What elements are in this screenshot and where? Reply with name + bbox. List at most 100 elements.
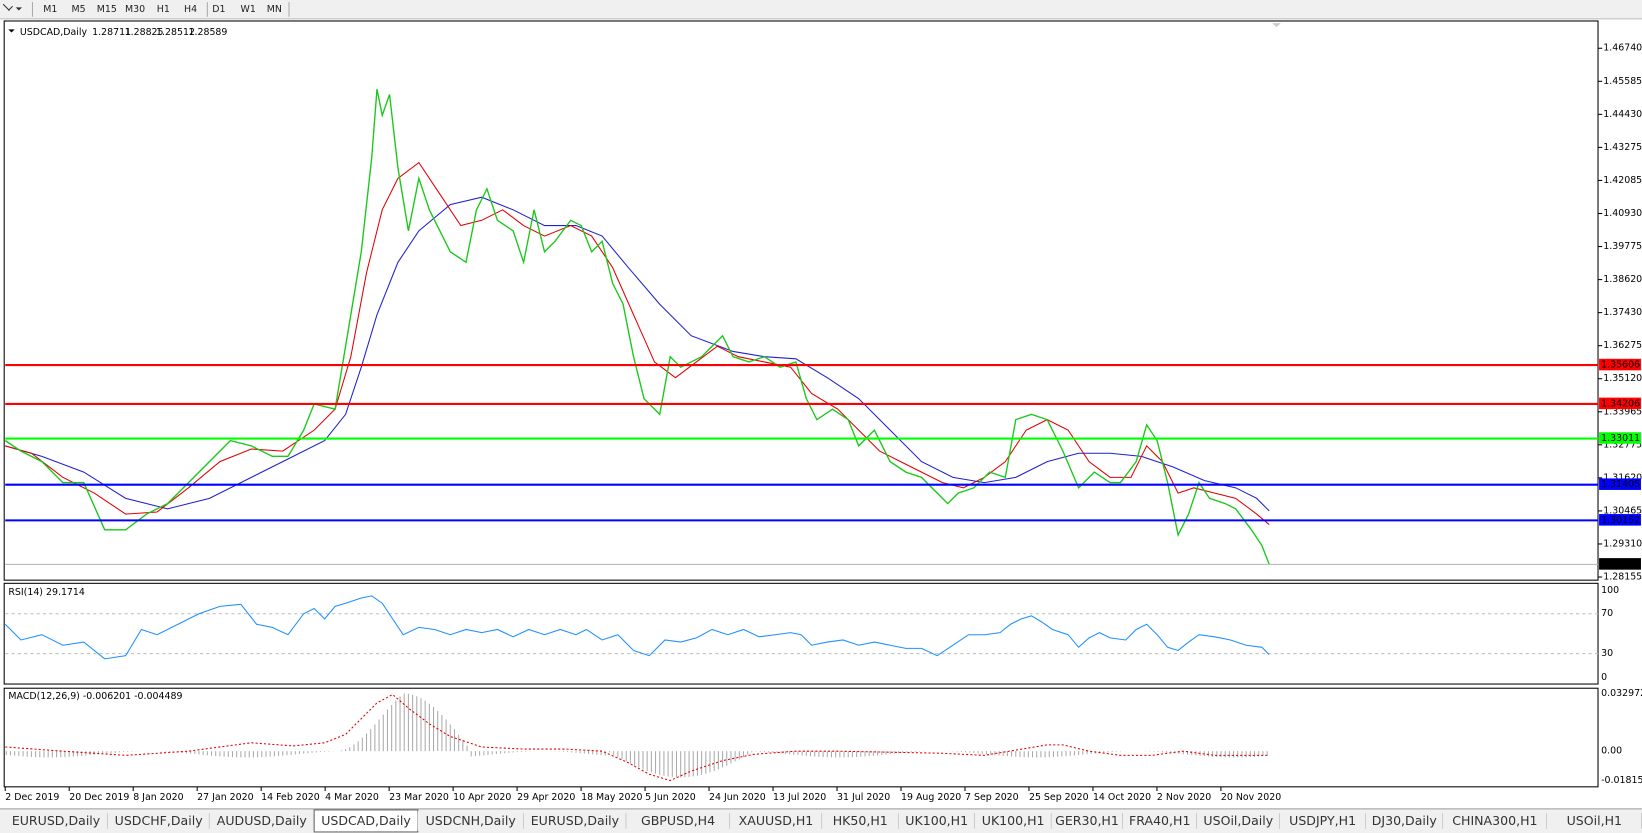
tab-label[interactable]: FRA40,H1 [1129, 813, 1190, 828]
tab-label[interactable]: EURUSD,Daily [12, 813, 101, 828]
toolbar [0, 0, 1642, 19]
ohlc-value: 1.28512 [156, 27, 195, 38]
tab[interactable] [1546, 810, 1642, 831]
rsi-axis-label: 0 [1601, 672, 1607, 683]
time-label: 25 Sep 2020 [1029, 792, 1089, 803]
price-panel [3, 20, 1599, 581]
tab[interactable] [417, 810, 524, 831]
tab-label[interactable]: UK100,H1 [982, 813, 1045, 828]
timeframe-button[interactable]: D1 [212, 4, 225, 15]
fast-ma [5, 161, 1270, 525]
time-label: 20 Dec 2019 [69, 792, 129, 803]
tab-label[interactable]: USOil,Daily [1203, 813, 1273, 828]
price-label: 1.32775 [1603, 439, 1642, 450]
time-label: 20 Nov 2020 [1221, 792, 1281, 803]
timeframe-button[interactable]: M15 [97, 4, 117, 15]
macd-axis-label: 0.032972 [1601, 688, 1642, 699]
macd-axis-label: -0.018154 [1601, 775, 1642, 786]
macd-axis-label: 0.00 [1601, 746, 1622, 757]
price-label: 1.44430 [1603, 109, 1642, 120]
tab-label[interactable]: GBPUSD,H4 [641, 813, 715, 828]
time-label: 4 Mar 2020 [325, 792, 379, 803]
tab[interactable] [898, 810, 975, 831]
macd-label: MACD(12,26,9) -0.006201 -0.004489 [8, 691, 182, 702]
timeframe-button[interactable]: W1 [241, 4, 256, 15]
time-label: 29 Apr 2020 [517, 792, 575, 803]
ohlc-value: 1.28589 [188, 27, 227, 38]
price-label: 1.46740 [1603, 43, 1642, 54]
price-label: 1.40930 [1603, 208, 1642, 219]
tab-label[interactable]: HK50,H1 [833, 813, 888, 828]
tab[interactable] [822, 810, 899, 831]
tab-label[interactable]: EURUSD,Daily [531, 813, 620, 828]
tab-label[interactable]: USDJPY,H1 [1289, 813, 1356, 828]
tab-label[interactable]: USDCHF,Daily [115, 813, 204, 828]
tab[interactable] [209, 810, 315, 831]
time-label: 2 Dec 2019 [5, 792, 59, 803]
time-label: 18 May 2020 [581, 792, 642, 803]
tab-label[interactable]: USDCNH,Daily [426, 813, 517, 828]
tab[interactable] [4, 810, 108, 831]
price-label: 1.43275 [1603, 142, 1642, 153]
time-label: 24 Jun 2020 [709, 792, 766, 803]
tab[interactable] [974, 810, 1052, 831]
tab-label[interactable]: XAUUSD,H1 [739, 813, 814, 828]
tab-label[interactable]: USDCAD,Daily [321, 813, 411, 828]
price-line [4, 89, 1270, 565]
crosshair-icon[interactable] [2, 3, 13, 11]
tab[interactable] [729, 810, 823, 831]
rsi-panel [3, 582, 1599, 685]
price-label: 1.28155 [1603, 572, 1642, 583]
time-label: 31 Jul 2020 [837, 792, 890, 803]
ohlc-value: 1.28711 [92, 27, 131, 38]
current-price-label: 1.28589 [1601, 559, 1640, 570]
tab[interactable] [1279, 810, 1366, 831]
price-label: 1.36275 [1603, 340, 1642, 351]
level-label: 1.30152 [1601, 515, 1640, 526]
timeframe-button[interactable]: H1 [157, 4, 170, 15]
macd-signal [5, 693, 1270, 782]
dropdown-icon[interactable] [15, 7, 22, 11]
level-label: 1.35606 [1601, 360, 1640, 371]
level-label-box [1599, 478, 1641, 490]
tab[interactable] [1196, 810, 1280, 831]
time-label: 23 Mar 2020 [389, 792, 449, 803]
level-label-box [1599, 397, 1641, 410]
tab[interactable] [626, 810, 730, 831]
price-label: 1.37430 [1603, 307, 1642, 318]
timeframe-button[interactable]: M30 [125, 4, 145, 15]
rsi-label: RSI(14) 29.1714 [8, 587, 85, 598]
tab[interactable] [1443, 810, 1547, 831]
tab-label[interactable]: UK100,H1 [905, 813, 968, 828]
price-label: 1.42085 [1603, 175, 1642, 186]
ohlc-value: 1.28825 [125, 27, 164, 38]
rsi-line [4, 595, 1270, 660]
tab-label[interactable]: CHINA300,H1 [1452, 813, 1537, 828]
price-label: 1.38620 [1603, 274, 1642, 285]
rsi-axis-label: 100 [1601, 585, 1619, 596]
time-label: 7 Sep 2020 [965, 792, 1019, 803]
timeframe-button[interactable]: M1 [43, 4, 57, 15]
tab[interactable] [1122, 810, 1197, 831]
timeframe-button[interactable]: M5 [71, 4, 85, 15]
rsi-axis-label: 70 [1601, 608, 1613, 619]
timeframe-button[interactable]: H4 [184, 4, 197, 15]
time-label: 8 Jan 2020 [133, 792, 183, 803]
tab[interactable] [523, 810, 627, 831]
price-label: 1.33965 [1603, 406, 1642, 417]
tab-label[interactable]: AUDUSD,Daily [217, 813, 308, 828]
tab-label[interactable]: DJ30,Daily [1372, 813, 1438, 828]
tab-label[interactable]: USOil,H1 [1567, 813, 1622, 828]
level-label: 1.31405 [1601, 479, 1640, 490]
tab-label[interactable]: GER30,H1 [1055, 813, 1119, 828]
timeframe-button[interactable]: MN [267, 4, 282, 15]
chart-symbol: USDCAD,Daily [20, 27, 88, 38]
time-label: 2 Nov 2020 [1157, 792, 1211, 803]
tab[interactable] [1051, 810, 1123, 831]
level-label-box [1599, 514, 1641, 526]
time-label: 27 Jan 2020 [197, 792, 253, 803]
tab[interactable] [1365, 810, 1444, 831]
tab[interactable] [107, 810, 210, 831]
